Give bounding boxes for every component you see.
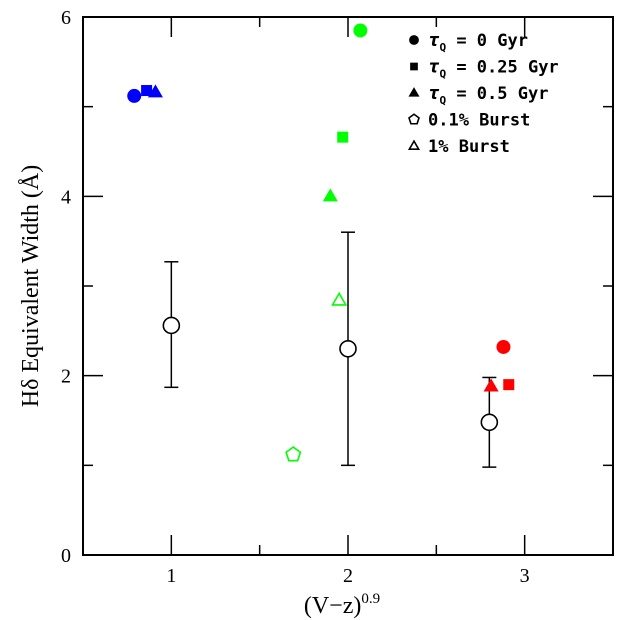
observed-points xyxy=(162,316,499,432)
legend-label: τQ = 0.25 Gyr xyxy=(428,56,559,81)
x-tick-label: 2 xyxy=(343,565,353,587)
legend-item: τQ = 0.5 Gyr xyxy=(408,82,548,107)
y-tick-label: 0 xyxy=(61,545,71,567)
legend-item: 0.1% Burst xyxy=(408,111,530,131)
x-tick-label: 1 xyxy=(166,565,176,587)
model-point-circle xyxy=(496,339,511,354)
legend-item: τQ = 0 Gyr xyxy=(409,29,528,54)
model-point-triangle xyxy=(322,188,338,202)
legend-marker xyxy=(408,87,420,97)
legend-marker xyxy=(408,113,420,125)
y-tick-label: 6 xyxy=(61,7,71,29)
legend-marker xyxy=(410,62,418,71)
observed-point xyxy=(480,413,499,432)
x-tick-label: 3 xyxy=(520,565,530,587)
legend-item: τQ = 0.25 Gyr xyxy=(410,56,559,81)
model-points xyxy=(127,23,515,462)
x-axis-label: (V−z) xyxy=(304,593,362,619)
legend-label: 0.1% Burst xyxy=(428,111,530,131)
model-point-triangle xyxy=(483,378,499,392)
model-point-square xyxy=(141,85,153,97)
legend-label: τQ = 0 Gyr xyxy=(428,29,528,54)
model-point-circle xyxy=(353,23,368,38)
x-axis-exponent: 0.9 xyxy=(361,591,380,607)
legend-marker xyxy=(407,139,421,150)
observed-point xyxy=(339,339,357,358)
axis-tick-labels: 1 2 3 0 2 4 6 xyxy=(61,7,530,587)
y-tick-label: 4 xyxy=(61,186,71,208)
legend-label: τQ = 0.5 Gyr xyxy=(428,82,548,107)
legend-marker xyxy=(409,35,419,45)
legend-label: 1% Burst xyxy=(428,137,510,157)
y-tick-label: 2 xyxy=(61,366,71,388)
axis-ticks xyxy=(82,16,614,556)
x-axis-title: (V−z)0.9 xyxy=(304,591,380,619)
y-axis-title: Hδ Equivalent Width (Å) xyxy=(18,165,44,408)
model-point-triangle xyxy=(147,84,163,98)
legend-item: 1% Burst xyxy=(407,137,510,157)
error-bars xyxy=(164,231,497,468)
model-point-pentagon-open xyxy=(285,446,302,462)
model-point-triangle-open xyxy=(331,291,348,306)
observed-point xyxy=(162,316,181,335)
model-point-square xyxy=(337,131,349,143)
model-point-square xyxy=(503,379,515,391)
model-point-circle xyxy=(127,88,142,103)
